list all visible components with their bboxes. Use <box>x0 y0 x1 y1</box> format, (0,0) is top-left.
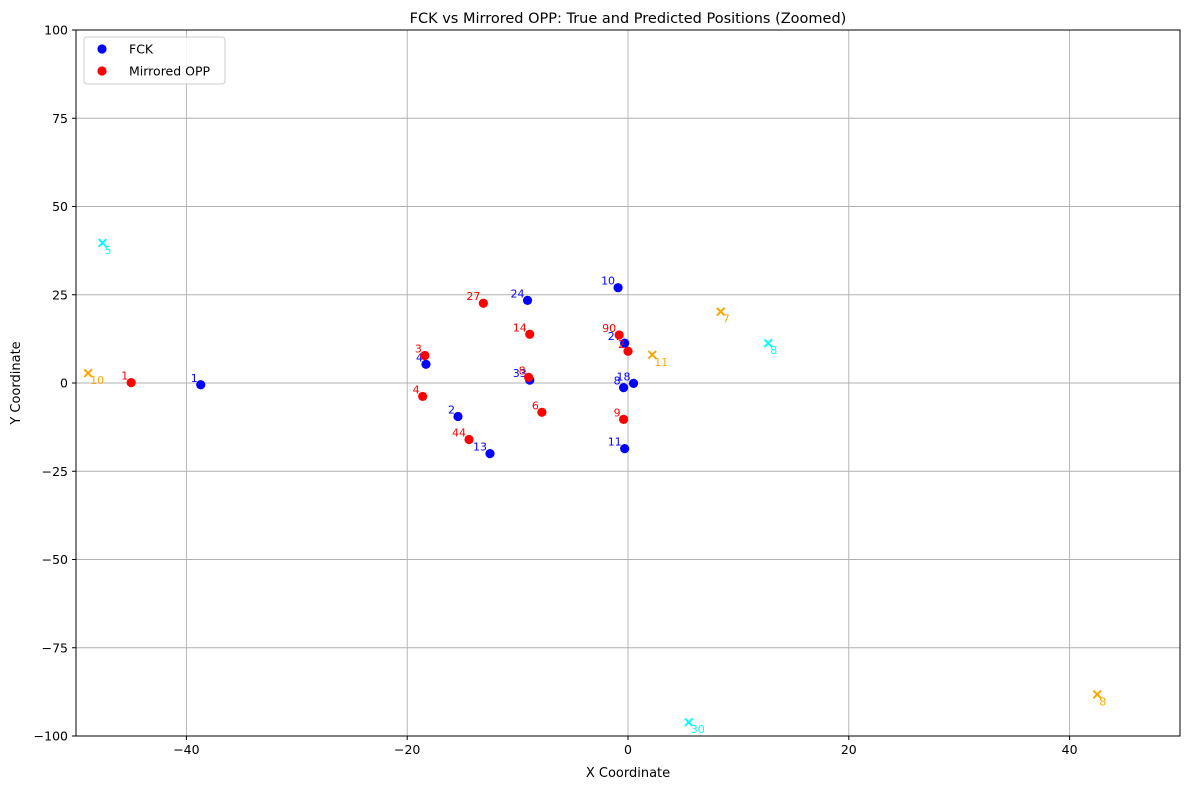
data-point <box>614 330 624 340</box>
x-tick-label: −20 <box>394 742 420 757</box>
data-label: 8 <box>770 344 777 357</box>
data-label: 14 <box>513 321 527 334</box>
data-label: 11 <box>608 436 622 449</box>
data-label: 9 <box>614 406 621 419</box>
data-point <box>83 368 93 378</box>
data-point <box>420 350 430 361</box>
data-point <box>537 407 547 417</box>
data-point <box>525 329 535 339</box>
data-label: 27 <box>466 290 480 303</box>
data-point <box>478 298 488 308</box>
data-point <box>196 380 206 390</box>
y-axis-label: Y Coordinate <box>9 341 24 425</box>
data-label: 10 <box>90 374 104 387</box>
data-label: 7 <box>723 313 730 326</box>
data-point <box>763 338 773 348</box>
data-points: 1421324331027818111344427148690291071185… <box>83 238 1106 736</box>
data-point <box>716 307 726 317</box>
legend-label: Mirrored OPP <box>129 64 211 79</box>
data-label: 4 <box>416 351 423 364</box>
data-label: 30 <box>691 723 705 736</box>
x-tick-label: 20 <box>841 742 857 757</box>
legend-frame <box>83 36 226 85</box>
legend-marker <box>97 44 107 54</box>
data-label: 33 <box>513 367 527 380</box>
y-tick-label: −50 <box>42 552 68 567</box>
data-point <box>618 414 629 424</box>
y-tick-label: −100 <box>34 729 68 744</box>
data-point <box>620 444 630 454</box>
data-label: 1 <box>121 370 128 383</box>
data-point <box>628 378 639 388</box>
data-label: 8 <box>1099 695 1106 708</box>
data-point <box>620 338 630 348</box>
data-point <box>453 411 463 422</box>
y-tick-label: −75 <box>42 640 68 655</box>
data-label: 6 <box>532 399 539 412</box>
y-tick-label: 100 <box>44 23 68 38</box>
data-label: 4 <box>413 383 420 396</box>
x-tick-label: −40 <box>173 742 199 757</box>
data-point <box>421 359 431 369</box>
y-tick-label: 75 <box>52 111 68 126</box>
data-label: 3 <box>415 342 422 355</box>
data-label: 18 <box>617 370 631 383</box>
legend: FCK Mirrored OPP <box>83 36 226 85</box>
data-point <box>623 346 633 356</box>
data-label: 8 <box>614 375 621 388</box>
data-label: 90 <box>602 322 616 335</box>
legend-marker <box>97 66 107 76</box>
data-label: 44 <box>452 426 466 439</box>
data-point <box>522 295 533 305</box>
data-point <box>485 449 495 459</box>
y-tick-label: 0 <box>60 376 68 391</box>
y-tick-label: 50 <box>52 199 68 214</box>
data-label: 13 <box>473 441 487 454</box>
y-tick-label: 25 <box>52 287 68 302</box>
data-label: 2 <box>618 338 625 351</box>
data-point <box>647 350 657 360</box>
data-point <box>418 391 428 402</box>
data-point <box>464 434 474 445</box>
y-tick-label: −25 <box>42 464 68 479</box>
legend-label: FCK <box>129 42 154 57</box>
data-label: 8 <box>519 364 526 377</box>
x-tick-label: 40 <box>1062 742 1078 757</box>
data-label: 2 <box>448 404 455 417</box>
data-label: 1 <box>191 372 198 385</box>
data-point <box>524 372 534 382</box>
data-label: 24 <box>511 287 525 300</box>
data-label: 5 <box>104 244 111 257</box>
data-label: 10 <box>601 275 615 288</box>
data-point <box>684 717 694 727</box>
data-point <box>97 238 108 248</box>
data-point <box>126 378 136 388</box>
data-label: 11 <box>654 356 668 369</box>
data-point <box>613 283 623 293</box>
x-axis-label: X Coordinate <box>586 766 670 781</box>
chart-title: FCK vs Mirrored OPP: True and Predicted … <box>410 11 847 27</box>
data-point <box>618 382 629 393</box>
data-point <box>1092 689 1102 699</box>
x-tick-label: 0 <box>624 742 632 757</box>
